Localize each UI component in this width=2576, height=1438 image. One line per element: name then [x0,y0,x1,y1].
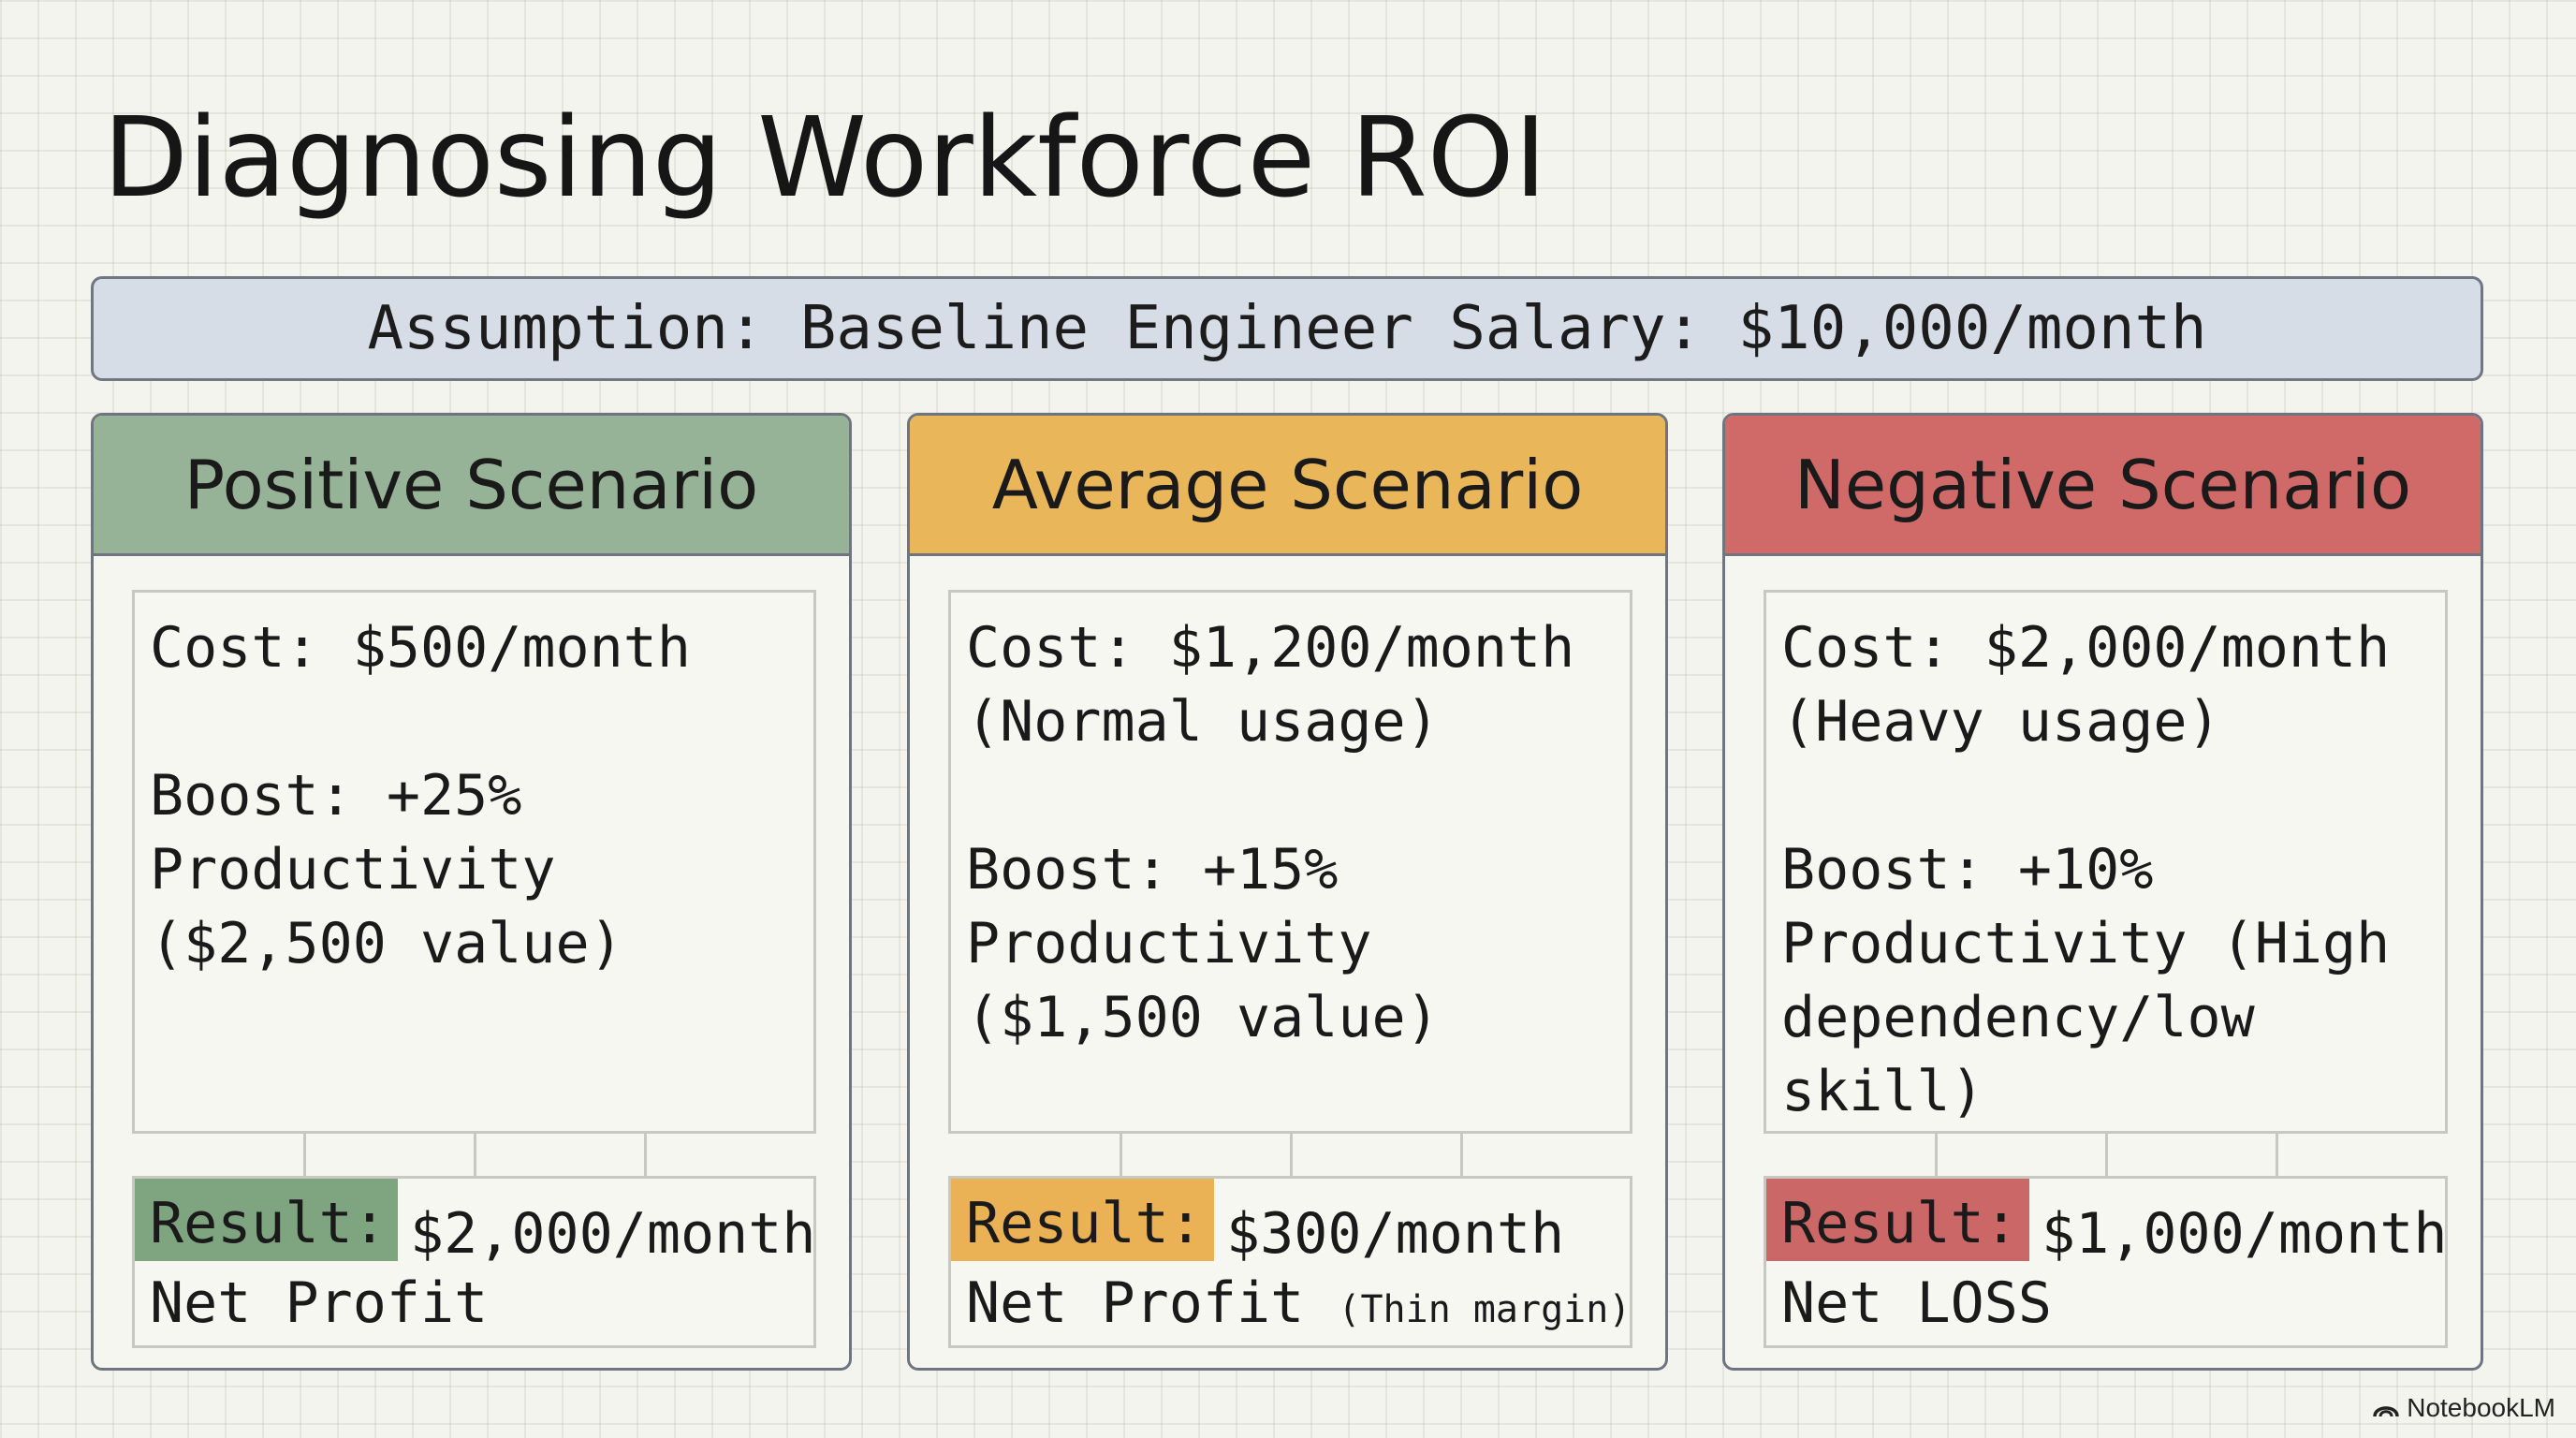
connector-line [644,1134,647,1176]
result-value: $300/month [1226,1201,1565,1267]
result-label: Result: [1766,1179,2029,1261]
negative-scenario-details: Cost: $2,000/month (Heavy usage) Boost: … [1764,590,2448,1134]
assumption-text: Assumption: Baseline Engineer Salary: $1… [367,294,2207,363]
connector-line [2105,1134,2108,1176]
notebooklm-watermark: NotebookLM [2373,1393,2555,1423]
result-value: $2,000/month [410,1201,816,1267]
positive-scenario-details: Cost: $500/month Boost: +25% Productivit… [132,590,816,1134]
assumption-banner: Assumption: Baseline Engineer Salary: $1… [91,276,2483,381]
result-label: Result: [135,1179,398,1261]
result-line2: Net Profit (Thin margin) [966,1269,1631,1344]
average-scenario-header: Average Scenario [910,416,1665,556]
result-line2: Net LOSS [1781,1269,2052,1338]
negative-scenario-header: Negative Scenario [1725,416,2481,556]
negative-scenario-card: Negative Scenario Cost: $2,000/month (He… [1722,413,2483,1371]
page-title: Diagnosing Workforce ROI [103,93,1547,222]
result-outcome: Net Profit [966,1270,1305,1336]
result-label: Result: [951,1179,1214,1261]
boost-text: Boost: +25% Productivity ($2,500 value) [150,763,623,976]
positive-scenario-card: Positive Scenario Cost: $500/month Boost… [91,413,852,1371]
cost-text: Cost: $1,200/month (Normal usage) [966,615,1575,755]
average-scenario-card: Average Scenario Cost: $1,200/month (Nor… [907,413,1668,1371]
result-value: $1,000/month [2042,1201,2448,1267]
boost-text: Boost: +10% Productivity (High dependenc… [1781,837,2391,1124]
connector-line [2276,1134,2278,1176]
positive-scenario-header: Positive Scenario [94,416,849,556]
result-outcome: Net Profit [150,1270,489,1336]
cost-text: Cost: $500/month [150,615,691,681]
negative-scenario-result: Result: $1,000/month Net LOSS [1764,1176,2448,1348]
connector-line [303,1134,306,1176]
result-line2: Net Profit [150,1269,488,1338]
result-note: (Thin margin) [1338,1288,1632,1331]
average-scenario-result: Result: $300/month Net Profit (Thin marg… [948,1176,1632,1348]
brand-label: NotebookLM [2407,1393,2555,1422]
connector-line [1120,1134,1122,1176]
average-scenario-details: Cost: $1,200/month (Normal usage) Boost:… [948,590,1632,1134]
result-outcome: Net LOSS [1781,1270,2052,1336]
notebooklm-logo-icon [2373,1406,2399,1417]
positive-scenario-result: Result: $2,000/month Net Profit [132,1176,816,1348]
boost-text: Boost: +15% Productivity ($1,500 value) [966,837,1440,1050]
connector-line [1935,1134,1938,1176]
connector-line [474,1134,476,1176]
connector-line [1290,1134,1293,1176]
cost-text: Cost: $2,000/month (Heavy usage) [1781,615,2391,755]
connector-line [1460,1134,1463,1176]
